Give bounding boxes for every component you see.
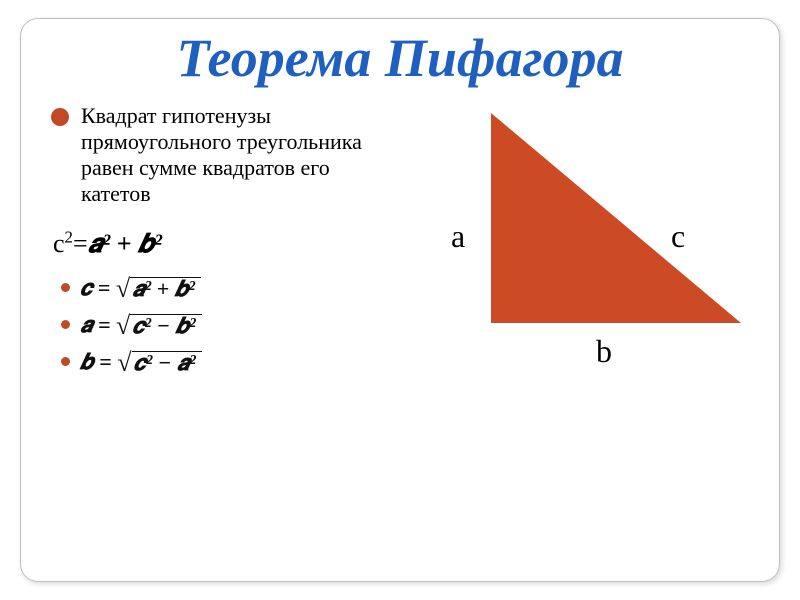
- statement-bullet: Квадрат гипотенузы прямоугольного треуго…: [51, 103, 381, 207]
- main-formula-lhs: с: [53, 229, 65, 258]
- bullet-dot-icon: [61, 320, 70, 329]
- triangle-shape: [491, 113, 741, 323]
- label-a: a: [451, 218, 465, 255]
- slide-frame: Теорема Пифагора Квадрат гипотенузы прям…: [20, 18, 780, 582]
- formula-b: 𝒃 = √𝒄² − 𝒂²: [80, 348, 202, 375]
- formula-c: 𝒄 = √𝒂² + 𝒃²: [80, 274, 201, 301]
- label-c: c: [671, 218, 685, 255]
- sub-formula-list: 𝒄 = √𝒂² + 𝒃² 𝒂 = √𝒄² − 𝒃² 𝒃 = √𝒄² − 𝒂²: [51, 274, 381, 375]
- bullet-dot-icon: [51, 108, 69, 126]
- sub-formula-item: 𝒂 = √𝒄² − 𝒃²: [61, 311, 381, 338]
- label-b: b: [596, 333, 612, 370]
- theorem-statement: Квадрат гипотенузы прямоугольного треуго…: [81, 103, 381, 207]
- diagram-area: a c b: [381, 103, 749, 423]
- sub-formula-item: 𝒄 = √𝒂² + 𝒃²: [61, 274, 381, 301]
- main-formula: с2=𝒂² + 𝒃²: [53, 229, 381, 260]
- formula-a: 𝒂 = √𝒄² − 𝒃²: [80, 311, 202, 338]
- left-column: Квадрат гипотенузы прямоугольного треуго…: [51, 103, 381, 385]
- main-formula-rhs: 𝒂² + 𝒃²: [88, 229, 162, 258]
- content-row: Квадрат гипотенузы прямоугольного треуго…: [51, 103, 749, 423]
- slide-title: Теорема Пифагора: [51, 27, 749, 89]
- sub-formula-item: 𝒃 = √𝒄² − 𝒂²: [61, 348, 381, 375]
- bullet-dot-icon: [61, 283, 70, 292]
- bullet-dot-icon: [61, 357, 70, 366]
